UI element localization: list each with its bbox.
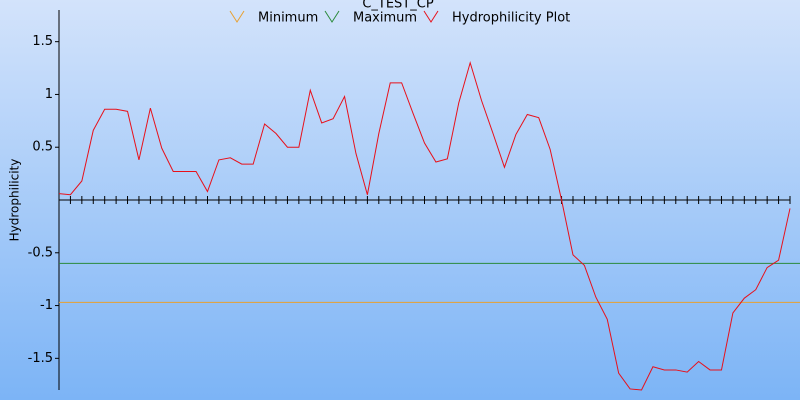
- y-tick-label: 1: [45, 87, 53, 102]
- legend-icon: [229, 10, 245, 23]
- y-tick-label: 1.5: [32, 34, 53, 49]
- legend-icon: [324, 10, 340, 23]
- y-tick-label: 0.5: [32, 140, 53, 155]
- legend-label: Hydrophilicity Plot: [452, 11, 570, 26]
- data-line: [58, 60, 791, 391]
- legend-label: Minimum: [258, 11, 318, 26]
- legend-icon: [423, 10, 439, 23]
- y-tick-label: -1.5: [28, 351, 53, 366]
- chart-title: C_TEST_CP: [362, 0, 434, 12]
- y-tick-label: -0.5: [28, 245, 53, 260]
- legend-label: Maximum: [353, 11, 417, 26]
- y-axis-label: Hydrophilicity: [8, 159, 22, 242]
- y-tick-label: -1: [40, 298, 53, 313]
